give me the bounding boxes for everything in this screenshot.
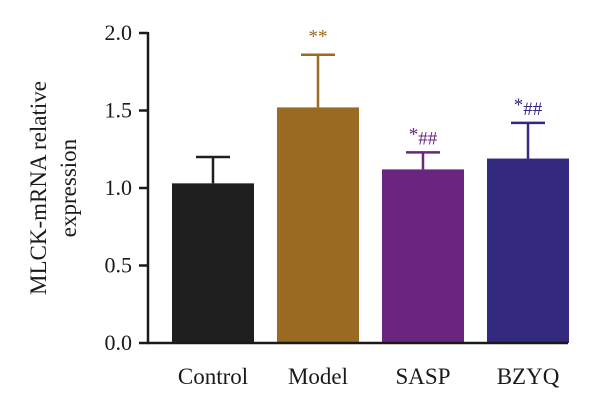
significance-hash: ## bbox=[523, 99, 543, 120]
significance-star: * bbox=[409, 124, 419, 145]
y-tick-label: 1.0 bbox=[105, 175, 133, 200]
significance-star: ** bbox=[309, 27, 328, 48]
bar-bzyq bbox=[487, 158, 569, 343]
x-tick-label: Model bbox=[288, 364, 348, 389]
y-tick-label: 0.5 bbox=[105, 253, 133, 278]
x-tick-label: BZYQ bbox=[497, 364, 560, 389]
significance-annotations: ***##*## bbox=[309, 27, 543, 150]
y-tick-label: 1.5 bbox=[105, 98, 133, 123]
significance-star: * bbox=[514, 95, 524, 116]
bar-control bbox=[172, 183, 254, 343]
x-axis: Control Model SASP BZYQ bbox=[147, 341, 568, 389]
x-tick-label: SASP bbox=[396, 364, 451, 389]
y-axis-title: MLCK-mRNA relative expression bbox=[26, 81, 81, 295]
x-tick-label: Control bbox=[178, 364, 248, 389]
annotation-model: ** bbox=[309, 27, 328, 48]
y-tick-label: 0.0 bbox=[105, 330, 133, 355]
annotation-sasp: *## bbox=[409, 124, 438, 149]
y-tick-label: 2.0 bbox=[105, 20, 133, 45]
bar-sasp bbox=[382, 169, 464, 343]
y-axis: 0.0 0.5 1.0 1.5 2.0 bbox=[105, 20, 150, 355]
y-axis-title-line-1: MLCK-mRNA relative bbox=[26, 81, 51, 295]
y-axis-title-line-2: expression bbox=[56, 138, 81, 237]
bars bbox=[172, 53, 569, 344]
significance-hash: ## bbox=[418, 128, 438, 149]
annotation-bzyq: *## bbox=[514, 95, 543, 120]
bar-model bbox=[277, 107, 359, 344]
